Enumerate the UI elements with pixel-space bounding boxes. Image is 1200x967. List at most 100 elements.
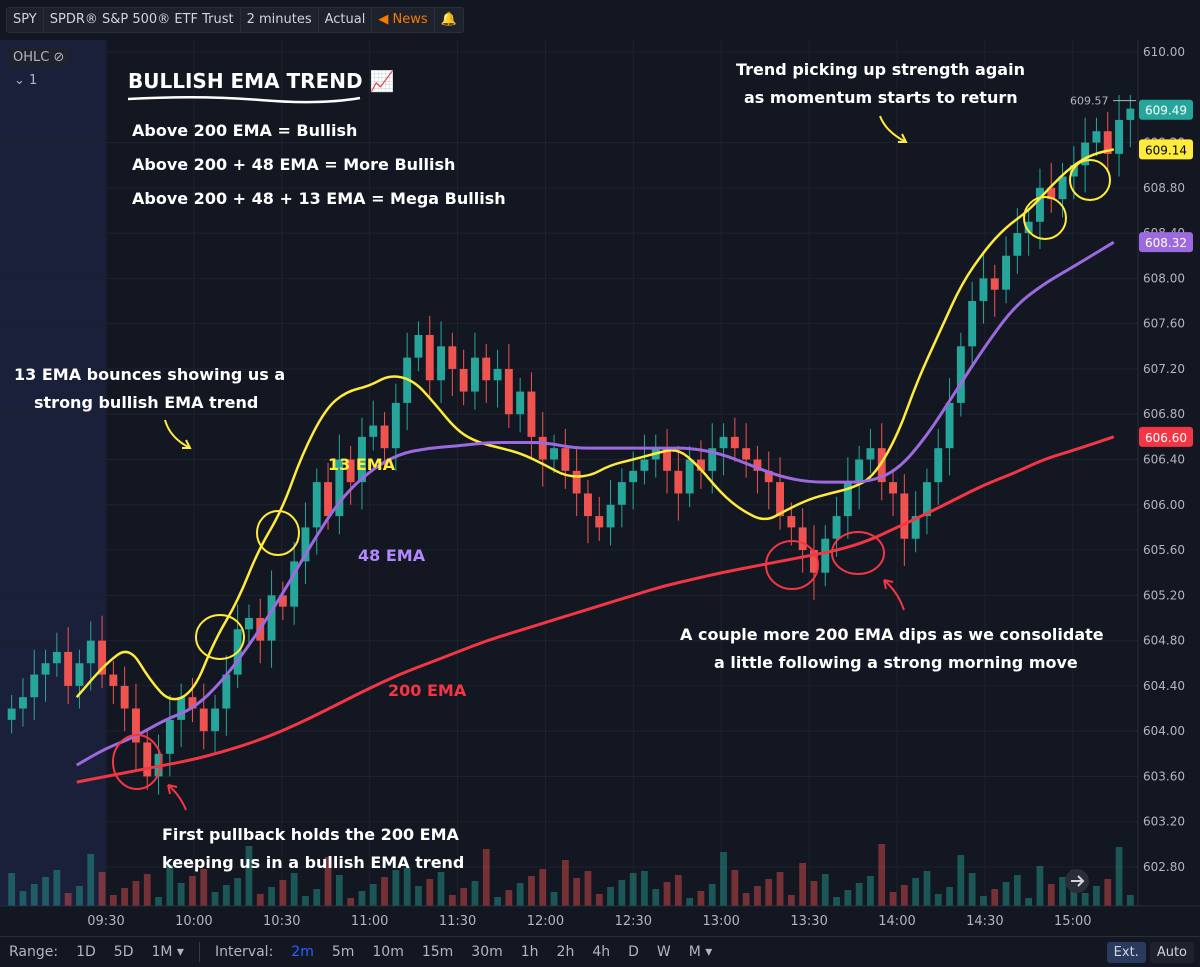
volume-bar: [245, 846, 253, 906]
trend-arrow-head: [898, 133, 908, 143]
symbol-name[interactable]: SPDR® S&P 500® ETF Trust: [43, 8, 241, 32]
eye-slash-icon[interactable]: ⊘: [53, 50, 65, 65]
interval-10m[interactable]: 10m: [372, 944, 404, 960]
candle-body: [1081, 142, 1090, 166]
price-chart[interactable]: 610.00609.20608.80608.40608.00607.60607.…: [0, 0, 1200, 936]
x-tick-label: 09:30: [87, 914, 124, 929]
annotations: BULLISH EMA TREND 📈 Above 200 EMA = Bull…: [14, 60, 1111, 872]
interval-w[interactable]: W: [656, 944, 671, 960]
volume-bar: [957, 855, 965, 906]
y-tick-label: 604.00: [1143, 724, 1185, 738]
interval-d[interactable]: D: [628, 944, 639, 960]
volume-bar: [629, 873, 637, 906]
volume-bar: [765, 879, 773, 906]
volume-bar: [968, 873, 976, 906]
interval-4h[interactable]: 4h: [592, 944, 611, 960]
volume-bar: [256, 894, 264, 906]
volume-bar: [1104, 879, 1112, 906]
volume-bar: [76, 886, 83, 906]
interval-1h[interactable]: 1h: [520, 944, 539, 960]
volume-bar: [573, 878, 581, 906]
volume-bar: [369, 884, 377, 906]
volume-bar: [53, 870, 61, 906]
candle-body: [1092, 131, 1101, 143]
volume-bar: [708, 884, 716, 906]
volume-bar: [1025, 898, 1033, 906]
scroll-to-realtime-button[interactable]: [1065, 869, 1089, 893]
volume-bar: [177, 883, 185, 906]
bounce-arrow-head: [182, 439, 192, 449]
title-underline: [127, 95, 361, 104]
interval-30m[interactable]: 30m: [471, 944, 503, 960]
volume-bar: [279, 880, 287, 906]
volume-bar: [211, 892, 219, 906]
indicator-collapse[interactable]: ⌄ 1: [14, 73, 37, 88]
volume-bar: [607, 887, 614, 906]
interval-2m[interactable]: 2m: [291, 944, 314, 960]
candle-body: [866, 448, 875, 460]
premarket-shade: [0, 40, 106, 906]
candle-body: [7, 708, 16, 720]
interval-label: Interval:: [214, 944, 274, 960]
price-axis[interactable]: 610.00609.20608.80608.40608.00607.60607.…: [1137, 40, 1185, 906]
volume-bar: [991, 889, 999, 906]
label-13-ema: 13 EMA: [328, 455, 396, 474]
interval-15m[interactable]: 15m: [421, 944, 454, 960]
candle-body: [64, 651, 73, 686]
volume-bar: [200, 869, 208, 906]
volume-bar: [268, 887, 275, 906]
time-axis[interactable]: 09:30 10:00 10:30 11:00 11:30 12:00 12:30 13:00…: [0, 905, 1200, 929]
candle-body: [437, 346, 446, 381]
interval-2h[interactable]: 2h: [556, 944, 575, 960]
volume-bar: [731, 870, 739, 906]
volume-bar: [595, 894, 603, 906]
x-tick-label: 11:00: [351, 914, 388, 929]
candle-body: [990, 278, 999, 290]
volume-bar: [754, 886, 761, 906]
range-5d[interactable]: 5D: [113, 944, 134, 960]
candle-body: [324, 482, 333, 517]
interval-m-label: M: [688, 944, 701, 960]
news-button[interactable]: ◀ News: [372, 8, 435, 32]
interval-m[interactable]: M ▾: [680, 944, 722, 960]
candle-body: [30, 674, 39, 698]
volume-bar: [42, 877, 49, 906]
candle-body: [855, 459, 864, 483]
candle-body: [583, 493, 592, 517]
interval-selector[interactable]: 2 minutes: [240, 8, 319, 32]
candle-body: [1024, 221, 1033, 234]
y-tick-label: 608.00: [1143, 271, 1185, 285]
candle-body: [1013, 233, 1022, 256]
auto-scale-toggle[interactable]: Auto: [1149, 941, 1194, 963]
volume-bar: [855, 883, 863, 906]
x-tick-label: 10:30: [263, 914, 300, 929]
candle-body: [640, 459, 649, 471]
mode-selector[interactable]: Actual: [318, 8, 373, 32]
price-tag: [1139, 426, 1193, 447]
candle-body: [1002, 255, 1011, 290]
megaphone-icon: ◀: [378, 12, 393, 27]
alert-button[interactable]: 🔔: [434, 8, 463, 32]
trend-note-1: Trend picking up strength again: [736, 60, 1025, 79]
range-1m[interactable]: 1M ▾: [142, 944, 192, 960]
candle-body: [199, 708, 208, 732]
volume-bar: [222, 885, 230, 906]
ohlc-legend[interactable]: OHLC ⊘: [8, 48, 70, 67]
x-tick-label: 15:00: [1054, 914, 1091, 929]
indicator-count: 1: [29, 73, 38, 88]
interval-5m[interactable]: 5m: [331, 944, 355, 960]
volume-bar: [302, 896, 309, 906]
bounce-note-2: strong bullish EMA trend: [34, 393, 258, 412]
volume-bar: [166, 865, 174, 906]
bounce-arrow: [164, 419, 191, 449]
candle-body: [346, 459, 355, 483]
y-tick-label: 607.60: [1143, 317, 1185, 331]
volume-bars: [8, 844, 1134, 906]
volume-bar: [1047, 884, 1055, 906]
volume-bar: [415, 886, 422, 906]
candle-body: [911, 516, 920, 539]
symbol-ticker[interactable]: SPY: [7, 8, 44, 32]
range-1d[interactable]: 1D: [76, 944, 96, 960]
extended-hours-toggle[interactable]: Ext.: [1106, 941, 1146, 963]
volume-bar: [189, 876, 196, 906]
